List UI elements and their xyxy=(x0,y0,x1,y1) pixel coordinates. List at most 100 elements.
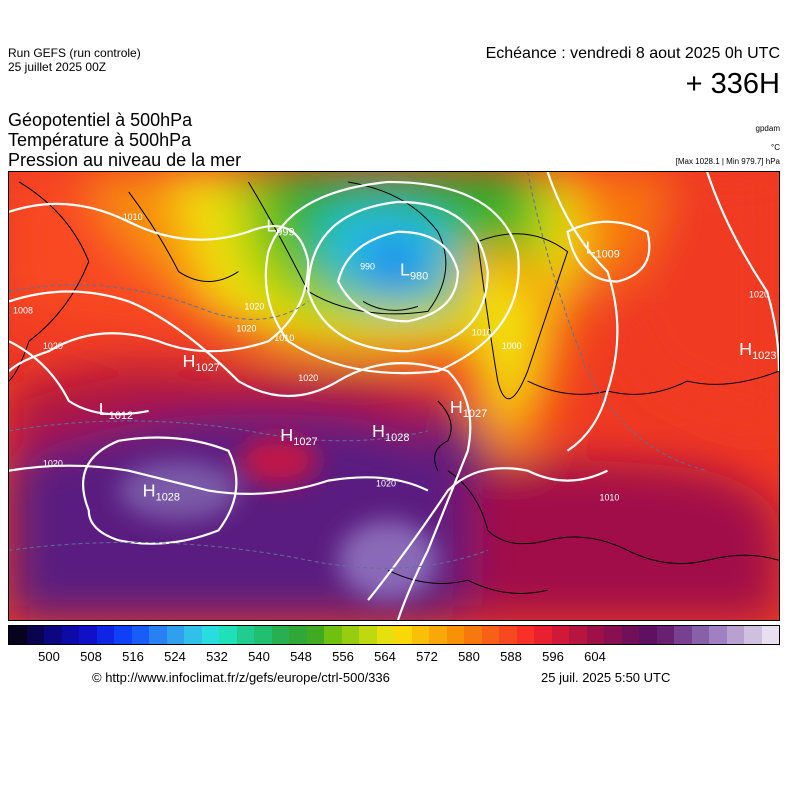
pressure-center-label: H1023 xyxy=(739,339,776,362)
isobar-label: 1020 xyxy=(376,479,396,489)
colorbar-swatch xyxy=(534,626,552,644)
temperature-isotherms xyxy=(9,172,708,569)
colorbar-swatch xyxy=(306,626,324,644)
colorbar-tick-label: 572 xyxy=(416,649,438,664)
colorbar-swatch xyxy=(166,626,184,644)
colorbar-tick-label: 540 xyxy=(248,649,270,664)
colorbar-swatch xyxy=(201,626,219,644)
isobar-label: 1020 xyxy=(43,459,63,469)
unit-geopotential: gpdam xyxy=(755,124,780,133)
colorbar-swatch xyxy=(656,626,674,644)
colorbar-swatch xyxy=(149,626,167,644)
colorbar-swatch xyxy=(621,626,639,644)
colorbar-swatch xyxy=(44,626,62,644)
colorbar-tick-label: 516 xyxy=(122,649,144,664)
pressure-centers: L999 L980 L1009 H1027 L1012 H1027 H1028 … xyxy=(99,216,777,504)
isobar-label: 1010 xyxy=(599,493,619,503)
colorbar-swatch xyxy=(761,626,779,644)
colorbar-swatch xyxy=(674,626,692,644)
colorbar-tick-label: 588 xyxy=(500,649,522,664)
pressure-center-label: L1012 xyxy=(99,399,133,422)
pressure-center-label: H1028 xyxy=(143,481,180,504)
colorbar-swatch xyxy=(271,626,289,644)
colorbar-swatch xyxy=(359,626,377,644)
unit-pressure-range: [Max 1028.1 | Min 979.7] hPa xyxy=(675,157,780,166)
colorbar-tick-label: 524 xyxy=(164,649,186,664)
colorbar-swatch xyxy=(464,626,482,644)
pressure-center-label: L1009 xyxy=(586,238,620,261)
colorbar-swatch xyxy=(9,626,27,644)
colorbar-swatch xyxy=(61,626,79,644)
colorbar-swatch xyxy=(481,626,499,644)
title-temperature: Température à 500hPa xyxy=(8,130,192,150)
colorbar-swatch xyxy=(499,626,517,644)
colorbar-swatch xyxy=(254,626,272,644)
forecast-offset: + 336H xyxy=(685,68,780,100)
colorbar-swatch xyxy=(96,626,114,644)
pressure-center-label: H1028 xyxy=(372,421,409,444)
isobar-label: 1010 xyxy=(274,333,294,343)
run-label: Run GEFS (run controle) xyxy=(8,46,141,60)
colorbar-swatch xyxy=(114,626,132,644)
isobars xyxy=(9,172,779,620)
pressure-center-label: H1027 xyxy=(280,425,317,448)
title-pressure: Pression au niveau de la mer xyxy=(8,150,242,170)
colorbar-swatch xyxy=(691,626,709,644)
source-url: © http://www.infoclimat.fr/z/gefs/europe… xyxy=(92,670,390,685)
colorbar-swatch xyxy=(429,626,447,644)
isobar-label: 1020 xyxy=(43,341,63,351)
colorbar-swatch xyxy=(639,626,657,644)
colorbar-swatch xyxy=(569,626,587,644)
isobar-label: 1000 xyxy=(502,341,522,351)
isobar-label: 1020 xyxy=(298,373,318,383)
isobar-label: 990 xyxy=(360,262,375,272)
colorbar-tick-label: 556 xyxy=(332,649,354,664)
colorbar-swatch xyxy=(184,626,202,644)
colorbar-swatch xyxy=(446,626,464,644)
isobar-label: 1010 xyxy=(472,327,492,337)
colorbar-swatch xyxy=(411,626,429,644)
isobar-label: 1010 xyxy=(123,212,143,222)
colorbar-tick-label: 500 xyxy=(38,649,60,664)
run-date: 25 juillet 2025 00Z xyxy=(8,60,107,74)
colorbar-swatch xyxy=(219,626,237,644)
unit-temperature: °C xyxy=(771,143,780,152)
colorbar-tick-label: 580 xyxy=(458,649,480,664)
colorbar-swatch xyxy=(709,626,727,644)
colorbar-tick-label: 548 xyxy=(290,649,312,664)
coastlines xyxy=(9,181,779,594)
colorbar-swatch xyxy=(604,626,622,644)
colorbar-swatch xyxy=(394,626,412,644)
isobar-label: 1020 xyxy=(749,289,769,299)
generated-time: 25 juil. 2025 5:50 UTC xyxy=(541,670,671,685)
pressure-center-label: H1027 xyxy=(450,397,487,420)
colorbar-swatch xyxy=(131,626,149,644)
colorbar-swatch xyxy=(79,626,97,644)
colorbar-swatch xyxy=(586,626,604,644)
title-geopotential: Géopotentiel à 500hPa xyxy=(8,110,193,130)
colorbar-swatch xyxy=(324,626,342,644)
colorbar-swatch xyxy=(744,626,762,644)
geopotential-field xyxy=(9,172,779,620)
isobar-labels: 1010 1008 1020 1020 1010 1020 1020 1020 … xyxy=(13,212,769,503)
colorbar-tick-label: 564 xyxy=(374,649,396,664)
colorbar-swatch xyxy=(376,626,394,644)
colorbar-swatch xyxy=(551,626,569,644)
colorbar-tick-label: 596 xyxy=(542,649,564,664)
colorbar-swatch xyxy=(236,626,254,644)
colorbar-tick-label: 604 xyxy=(584,649,606,664)
isobar-label: 1020 xyxy=(244,301,264,311)
colorbar-swatch xyxy=(516,626,534,644)
colorbar-swatch xyxy=(289,626,307,644)
isobar-label: 1020 xyxy=(236,323,256,333)
colorbar-swatch xyxy=(726,626,744,644)
pressure-center-label: H1027 xyxy=(183,351,220,374)
colorbar-swatch xyxy=(26,626,44,644)
echeance-label: Echéance : vendredi 8 aout 2025 0h UTC xyxy=(485,45,780,62)
colorbar-tick-label: 532 xyxy=(206,649,228,664)
pressure-center-label: L980 xyxy=(400,260,428,283)
weather-map: L999 L980 L1009 H1027 L1012 H1027 H1028 … xyxy=(8,171,780,621)
color-legend-bar xyxy=(8,625,780,645)
colorbar-tick-label: 508 xyxy=(80,649,102,664)
isobar-label: 1008 xyxy=(13,305,33,315)
